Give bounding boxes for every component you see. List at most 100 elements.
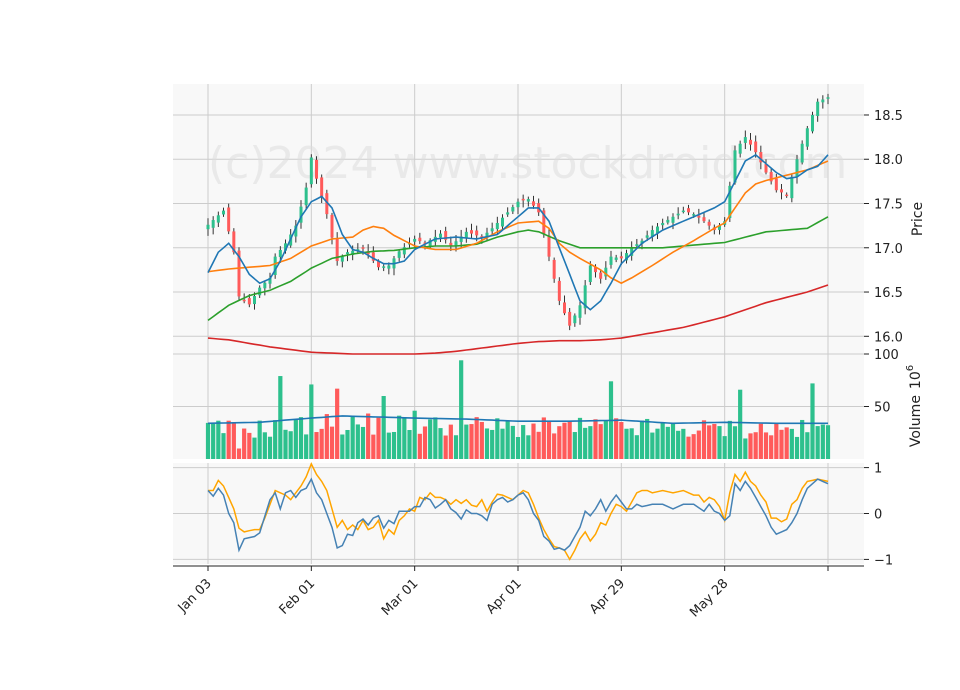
price-tick-label: 18.5 (874, 109, 903, 124)
volume-bar (376, 417, 381, 459)
volume-bar (469, 424, 474, 459)
candle-body (222, 210, 225, 215)
volume-bar (753, 432, 758, 459)
candle-body (666, 219, 670, 223)
candle-body (299, 206, 303, 223)
candle-body (619, 256, 623, 259)
volume-bar (324, 414, 329, 459)
candle-body (692, 214, 696, 216)
candle-body (294, 225, 298, 237)
candle-body (774, 178, 778, 191)
volume-bar (624, 428, 629, 459)
candle-body (821, 99, 825, 103)
volume-bar (805, 432, 810, 459)
volume-bar (598, 424, 603, 459)
candle-body (645, 235, 649, 238)
volume-bar (443, 435, 448, 459)
volume-axis-label-text: Volume (908, 395, 924, 447)
volume-bar (262, 432, 267, 459)
volume-bar (448, 424, 453, 459)
x-tick-label: Jan 03 (175, 576, 215, 616)
candle-body (754, 141, 758, 153)
x-tick-label: Feb 01 (277, 576, 319, 618)
candle-body (676, 213, 680, 216)
candle-body (594, 266, 597, 273)
volume-bar (732, 426, 738, 459)
volume-axis-label: Volume 106 (905, 365, 924, 447)
volume-bar (453, 435, 459, 459)
volume-bar (273, 420, 278, 459)
volume-bar (500, 428, 505, 459)
candle-body (258, 287, 262, 296)
volume-bar (314, 432, 319, 459)
candle-body (397, 251, 401, 258)
volume-bar (433, 417, 438, 459)
volume-bar (825, 425, 831, 459)
candle-body (552, 259, 556, 279)
oscillator-fast-line (207, 477, 829, 553)
candle-body (346, 252, 349, 255)
volume-bar (774, 423, 779, 459)
candle-body (795, 159, 799, 178)
volume-bar (319, 428, 324, 459)
volume-bar (738, 389, 743, 459)
candle-body (547, 235, 551, 257)
volume-bar (614, 418, 619, 459)
candle-body (780, 189, 783, 193)
candle-body (284, 243, 287, 251)
candle-body (681, 210, 685, 213)
candle-body (418, 237, 422, 242)
candle-body (413, 238, 417, 242)
candle-body (361, 247, 365, 249)
candle-body (237, 250, 241, 297)
volume-bar (283, 429, 288, 459)
volume-bar (815, 426, 820, 459)
volume-bar (769, 435, 774, 459)
volume-series (205, 360, 831, 459)
volume-bar (670, 423, 676, 459)
candle-body (568, 311, 572, 326)
candle-body (506, 212, 510, 215)
candle-body (263, 282, 267, 289)
volume-bar (593, 419, 598, 459)
volume-bar (309, 384, 314, 459)
candle-body (635, 244, 639, 247)
volume-bar (800, 419, 805, 459)
volume-bar (350, 415, 355, 459)
candle-body (247, 298, 251, 305)
volume-bar (288, 431, 293, 459)
ma-long-line (207, 216, 829, 322)
volume-tick-label: 50 (874, 401, 891, 416)
volume-axis-label-exp: 6 (905, 365, 916, 371)
volume-tick-label: 100 (874, 348, 899, 363)
candle-body (599, 272, 603, 279)
volume-bar (562, 422, 567, 459)
volume-bar (820, 424, 825, 459)
candle-body (511, 207, 515, 212)
candle-body (650, 230, 654, 237)
volume-bar (536, 431, 541, 459)
candle-body (439, 233, 442, 238)
x-tick-label: Mar 01 (379, 576, 422, 619)
candle-body (625, 253, 628, 261)
volume-bar (588, 426, 593, 459)
volume-bar (707, 425, 712, 459)
volume-bar (407, 430, 412, 459)
volume-bar (717, 426, 722, 459)
volume-bar (345, 429, 350, 459)
candle-body (759, 152, 763, 163)
volume-bar (686, 436, 691, 459)
candle-body (687, 208, 690, 213)
candle-body (521, 198, 525, 201)
volume-bar (577, 417, 583, 459)
volume-bar (247, 432, 252, 459)
volume-bar (645, 418, 650, 459)
volume-bar (619, 422, 624, 459)
candle-body (800, 143, 804, 163)
candle-body (697, 215, 701, 218)
volume-bar (391, 431, 397, 459)
candle-body (475, 230, 479, 236)
volume-bar (267, 436, 273, 459)
volume-bar (665, 426, 670, 459)
